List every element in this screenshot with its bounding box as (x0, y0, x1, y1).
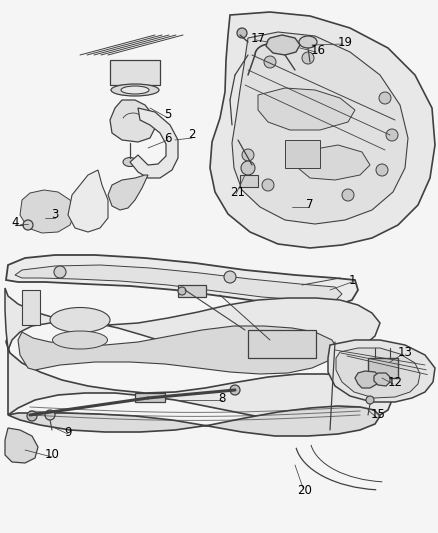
Text: 6: 6 (164, 132, 172, 144)
Polygon shape (5, 288, 380, 362)
Circle shape (386, 129, 398, 141)
Polygon shape (365, 360, 396, 390)
Polygon shape (336, 348, 420, 398)
Text: 2: 2 (188, 128, 196, 141)
Text: 16: 16 (311, 44, 325, 56)
Bar (178, 285, 206, 297)
Polygon shape (232, 32, 408, 224)
Ellipse shape (121, 86, 149, 94)
Circle shape (262, 179, 274, 191)
Polygon shape (8, 406, 380, 436)
Text: 20: 20 (297, 483, 312, 497)
Circle shape (27, 411, 37, 421)
Polygon shape (130, 108, 178, 178)
Circle shape (374, 370, 386, 382)
Polygon shape (258, 88, 355, 130)
Bar (22, 290, 40, 325)
Polygon shape (108, 175, 148, 210)
Bar (240, 175, 258, 187)
Text: 8: 8 (218, 392, 226, 405)
Text: 19: 19 (338, 36, 353, 49)
Ellipse shape (299, 36, 317, 48)
Ellipse shape (50, 308, 110, 333)
Polygon shape (68, 170, 108, 232)
Circle shape (302, 52, 314, 64)
Text: 4: 4 (11, 215, 19, 229)
Polygon shape (355, 371, 380, 388)
Text: 7: 7 (306, 198, 314, 212)
Circle shape (23, 220, 33, 230)
Circle shape (242, 149, 254, 161)
Text: 1: 1 (348, 273, 356, 287)
Circle shape (376, 164, 388, 176)
Bar (110, 60, 160, 85)
Circle shape (282, 199, 294, 211)
Ellipse shape (111, 84, 159, 96)
Text: 17: 17 (251, 31, 265, 44)
Polygon shape (266, 35, 300, 55)
Circle shape (264, 56, 276, 68)
Circle shape (237, 28, 247, 38)
Polygon shape (210, 12, 435, 248)
Bar (368, 358, 398, 378)
Polygon shape (28, 195, 62, 228)
Circle shape (178, 287, 186, 295)
Polygon shape (6, 255, 358, 305)
Circle shape (379, 92, 391, 104)
Circle shape (45, 410, 55, 420)
Circle shape (54, 266, 66, 278)
Circle shape (241, 161, 255, 175)
Text: 13: 13 (398, 345, 413, 359)
Text: 5: 5 (164, 109, 172, 122)
Text: 3: 3 (51, 208, 59, 222)
Polygon shape (15, 265, 342, 300)
Polygon shape (328, 340, 435, 402)
Bar (285, 140, 320, 168)
Polygon shape (374, 373, 390, 386)
Polygon shape (5, 428, 38, 463)
Text: 10: 10 (45, 448, 60, 462)
Circle shape (276, 193, 300, 217)
Bar (248, 330, 316, 358)
Text: 9: 9 (64, 425, 72, 439)
Circle shape (230, 385, 240, 395)
Polygon shape (20, 190, 75, 233)
Text: 15: 15 (371, 408, 385, 422)
Circle shape (366, 396, 374, 404)
Ellipse shape (53, 331, 107, 349)
Polygon shape (18, 326, 338, 374)
Bar (135, 393, 165, 402)
Circle shape (224, 271, 236, 283)
Ellipse shape (123, 157, 137, 166)
Polygon shape (110, 100, 155, 142)
Circle shape (376, 391, 384, 399)
Circle shape (342, 189, 354, 201)
Text: 21: 21 (230, 185, 246, 198)
Polygon shape (298, 145, 370, 180)
Polygon shape (6, 325, 392, 424)
Text: 12: 12 (388, 376, 403, 389)
